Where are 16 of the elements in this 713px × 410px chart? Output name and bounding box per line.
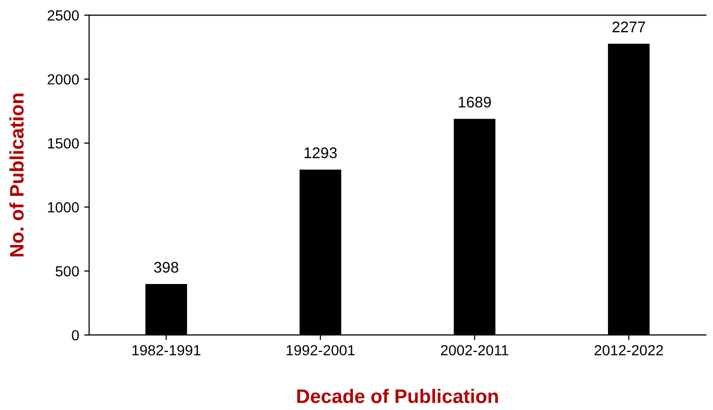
y-tick-label: 1500 xyxy=(48,138,79,149)
y-tick-label: 2000 xyxy=(48,74,79,85)
data-label: 1293 xyxy=(304,147,337,158)
y-tick-label: 2500 xyxy=(48,10,79,21)
data-label: 2277 xyxy=(612,22,646,32)
x-tick-label: 1992-2001 xyxy=(286,345,355,356)
x-tick-label: 2002-2011 xyxy=(440,345,508,356)
y-tick-label: 1000 xyxy=(48,202,79,212)
data-label: 398 xyxy=(154,262,178,273)
x-axis-title: Decade of Publication xyxy=(297,388,498,404)
y-axis-title: No. of Publication xyxy=(9,94,24,256)
y-tick-label: 500 xyxy=(56,266,79,276)
data-label: 1689 xyxy=(458,96,491,108)
x-tick-label: 1982-1991 xyxy=(132,345,200,356)
y-tick-label: 0 xyxy=(72,330,79,340)
x-tick-label: 2012-2022 xyxy=(594,345,663,356)
